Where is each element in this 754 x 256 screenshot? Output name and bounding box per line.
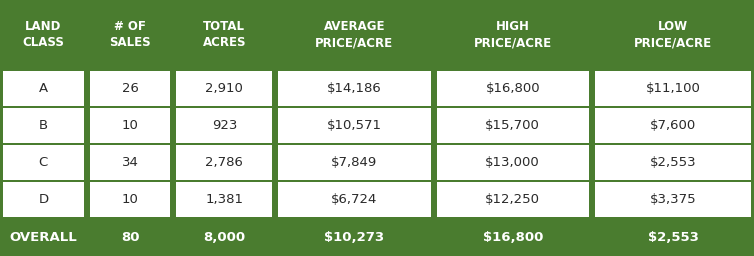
Text: OVERALL: OVERALL <box>10 231 77 243</box>
Bar <box>3 219 84 255</box>
Bar <box>595 219 751 255</box>
Bar <box>3 108 84 143</box>
Bar <box>437 219 589 255</box>
Bar <box>176 182 272 217</box>
Text: 2,910: 2,910 <box>205 82 244 95</box>
Text: 923: 923 <box>212 119 237 132</box>
Bar <box>278 145 431 180</box>
Bar <box>90 1 170 69</box>
Text: 2,786: 2,786 <box>205 156 244 169</box>
Text: D: D <box>38 193 48 206</box>
Text: 10: 10 <box>121 119 139 132</box>
Text: $10,273: $10,273 <box>324 231 385 243</box>
Text: $2,553: $2,553 <box>650 156 696 169</box>
Text: LOW
PRICE/ACRE: LOW PRICE/ACRE <box>634 20 712 49</box>
Bar <box>278 108 431 143</box>
Text: HIGH
PRICE/ACRE: HIGH PRICE/ACRE <box>474 20 552 49</box>
Text: $16,800: $16,800 <box>486 82 540 95</box>
Bar <box>3 145 84 180</box>
Bar <box>90 108 170 143</box>
Bar <box>176 108 272 143</box>
Text: 26: 26 <box>121 82 139 95</box>
Bar <box>437 1 589 69</box>
Bar <box>3 71 84 106</box>
Bar <box>595 145 751 180</box>
Bar <box>278 1 431 69</box>
Bar <box>90 71 170 106</box>
Bar <box>3 1 84 69</box>
Bar <box>595 108 751 143</box>
Text: $6,724: $6,724 <box>331 193 378 206</box>
Text: 10: 10 <box>121 193 139 206</box>
Bar <box>595 182 751 217</box>
Text: $12,250: $12,250 <box>486 193 540 206</box>
Bar <box>90 145 170 180</box>
Text: $11,100: $11,100 <box>645 82 700 95</box>
Text: B: B <box>38 119 48 132</box>
Text: $15,700: $15,700 <box>486 119 540 132</box>
Bar <box>176 219 272 255</box>
Text: C: C <box>38 156 48 169</box>
Text: $7,849: $7,849 <box>331 156 378 169</box>
Text: # OF
SALES: # OF SALES <box>109 20 151 49</box>
Bar <box>278 219 431 255</box>
Bar <box>90 219 170 255</box>
Text: AVERAGE
PRICE/ACRE: AVERAGE PRICE/ACRE <box>315 20 394 49</box>
Text: 80: 80 <box>121 231 139 243</box>
Bar <box>278 182 431 217</box>
Text: LAND
CLASS: LAND CLASS <box>23 20 64 49</box>
Text: $3,375: $3,375 <box>650 193 696 206</box>
Text: 1,381: 1,381 <box>205 193 244 206</box>
Bar <box>3 182 84 217</box>
Text: $14,186: $14,186 <box>327 82 382 95</box>
Bar <box>437 71 589 106</box>
Text: 34: 34 <box>121 156 139 169</box>
Text: $7,600: $7,600 <box>650 119 696 132</box>
Bar <box>437 145 589 180</box>
Bar <box>176 71 272 106</box>
Text: $13,000: $13,000 <box>486 156 540 169</box>
Bar <box>437 108 589 143</box>
Bar <box>595 1 751 69</box>
Text: TOTAL
ACRES: TOTAL ACRES <box>203 20 246 49</box>
Bar <box>595 71 751 106</box>
Bar <box>176 145 272 180</box>
Text: 8,000: 8,000 <box>204 231 245 243</box>
Bar <box>90 182 170 217</box>
Text: $2,553: $2,553 <box>648 231 698 243</box>
Text: $16,800: $16,800 <box>483 231 543 243</box>
Text: A: A <box>38 82 48 95</box>
Bar <box>176 1 272 69</box>
Bar <box>278 71 431 106</box>
Bar <box>437 182 589 217</box>
Text: $10,571: $10,571 <box>327 119 382 132</box>
